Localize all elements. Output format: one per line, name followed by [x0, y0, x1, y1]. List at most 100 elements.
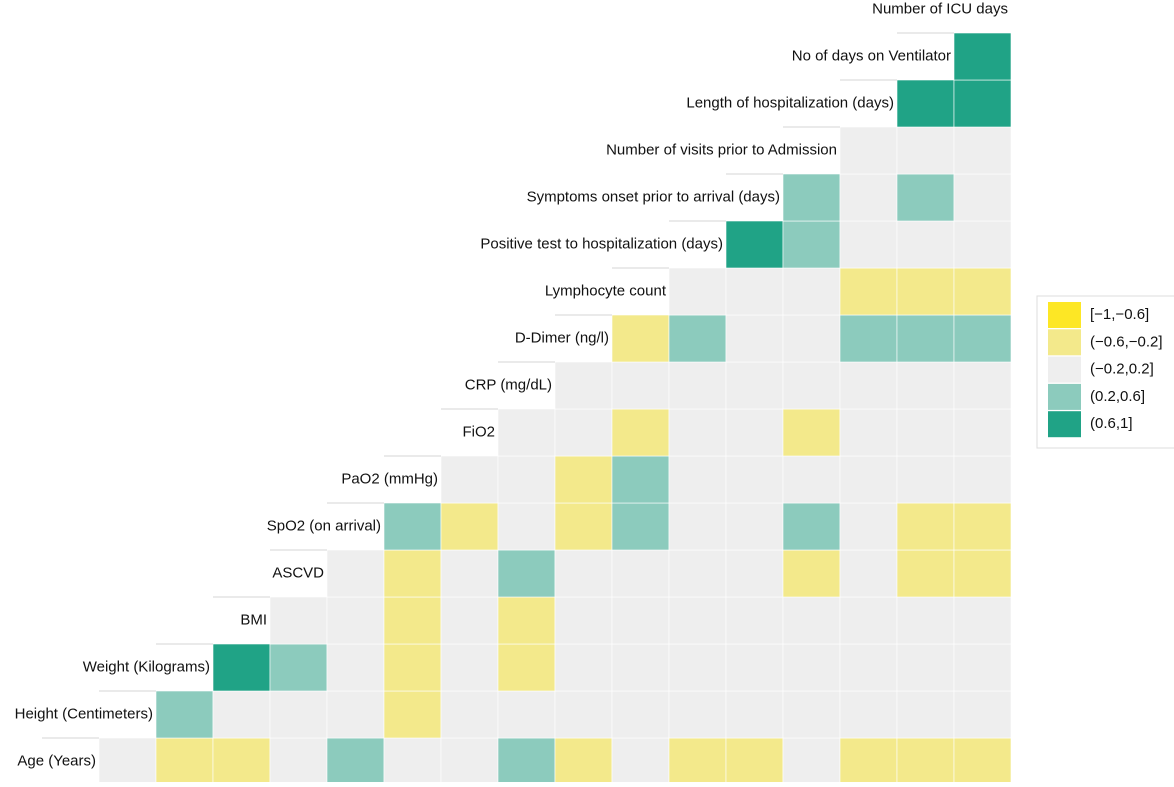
cell	[155, 737, 214, 786]
cell	[383, 502, 442, 551]
cell	[782, 220, 841, 269]
cell	[383, 549, 442, 598]
cell	[782, 173, 841, 222]
cell	[896, 408, 955, 457]
variable-label: PaO2 (mmHg)	[341, 470, 438, 487]
cell	[497, 455, 556, 504]
cell	[611, 455, 670, 504]
cell	[839, 596, 898, 645]
cell	[668, 690, 727, 739]
cell	[953, 549, 1012, 598]
cell	[953, 220, 1012, 269]
cell	[554, 549, 613, 598]
cell	[896, 267, 955, 316]
cell	[611, 361, 670, 410]
cell	[953, 79, 1012, 128]
cell	[725, 690, 784, 739]
cell	[839, 502, 898, 551]
cell	[839, 314, 898, 363]
cell	[725, 220, 784, 269]
cell	[782, 643, 841, 692]
legend-swatch	[1048, 329, 1081, 356]
variable-label: CRP (mg/dL)	[465, 376, 552, 393]
cell	[953, 361, 1012, 410]
cell	[839, 643, 898, 692]
cell	[668, 502, 727, 551]
legend-swatch	[1048, 302, 1081, 328]
cell	[668, 596, 727, 645]
cell	[383, 643, 442, 692]
cell	[782, 502, 841, 551]
cell	[440, 596, 499, 645]
cell	[725, 408, 784, 457]
cell	[953, 502, 1012, 551]
cell	[611, 408, 670, 457]
cell	[212, 737, 271, 786]
variable-label: No of days on Ventilator	[792, 47, 951, 64]
legend-swatch	[1048, 383, 1081, 410]
cell	[611, 596, 670, 645]
cell	[554, 737, 613, 786]
variable-label: Number of visits prior to Admission	[606, 141, 837, 158]
cell	[668, 314, 727, 363]
variable-label: Symptoms onset prior to arrival (days)	[527, 188, 780, 205]
variable-label: Height (Centimeters)	[15, 705, 153, 722]
cell	[383, 737, 442, 786]
cell	[782, 455, 841, 504]
cell	[155, 690, 214, 739]
cell	[896, 79, 955, 128]
variable-label: BMI	[240, 611, 267, 628]
cell	[782, 314, 841, 363]
cell	[896, 596, 955, 645]
legend-label: [−1,−0.6]	[1090, 306, 1149, 323]
cell	[497, 690, 556, 739]
cell	[896, 314, 955, 363]
cell	[839, 361, 898, 410]
cell	[839, 267, 898, 316]
cell	[896, 690, 955, 739]
cell	[839, 126, 898, 175]
cell	[953, 32, 1012, 81]
cell	[839, 455, 898, 504]
cell	[782, 408, 841, 457]
cell	[725, 596, 784, 645]
cell	[497, 596, 556, 645]
cell	[896, 549, 955, 598]
cell	[440, 502, 499, 551]
cell	[839, 549, 898, 598]
cell	[269, 596, 328, 645]
cell	[953, 643, 1012, 692]
legend-label: (−0.2,0.2]	[1090, 361, 1154, 378]
cell	[725, 455, 784, 504]
cell	[440, 690, 499, 739]
cell	[383, 596, 442, 645]
cell	[554, 502, 613, 551]
cell	[98, 737, 157, 786]
cell	[497, 408, 556, 457]
cell	[839, 173, 898, 222]
cell	[668, 361, 727, 410]
cell	[782, 549, 841, 598]
cell	[896, 502, 955, 551]
cell	[440, 737, 499, 786]
cell	[554, 408, 613, 457]
cell	[839, 408, 898, 457]
cell	[497, 502, 556, 551]
cell	[839, 690, 898, 739]
cell	[668, 549, 727, 598]
cell	[782, 690, 841, 739]
cell	[725, 314, 784, 363]
cell	[953, 408, 1012, 457]
cell	[953, 690, 1012, 739]
cell	[554, 643, 613, 692]
cell	[782, 596, 841, 645]
cell	[440, 455, 499, 504]
cell	[383, 690, 442, 739]
variable-label: FiO2	[462, 423, 495, 440]
cell	[269, 643, 328, 692]
cell	[782, 737, 841, 786]
cell	[839, 220, 898, 269]
cell	[326, 690, 385, 739]
cell	[554, 455, 613, 504]
cell	[326, 643, 385, 692]
